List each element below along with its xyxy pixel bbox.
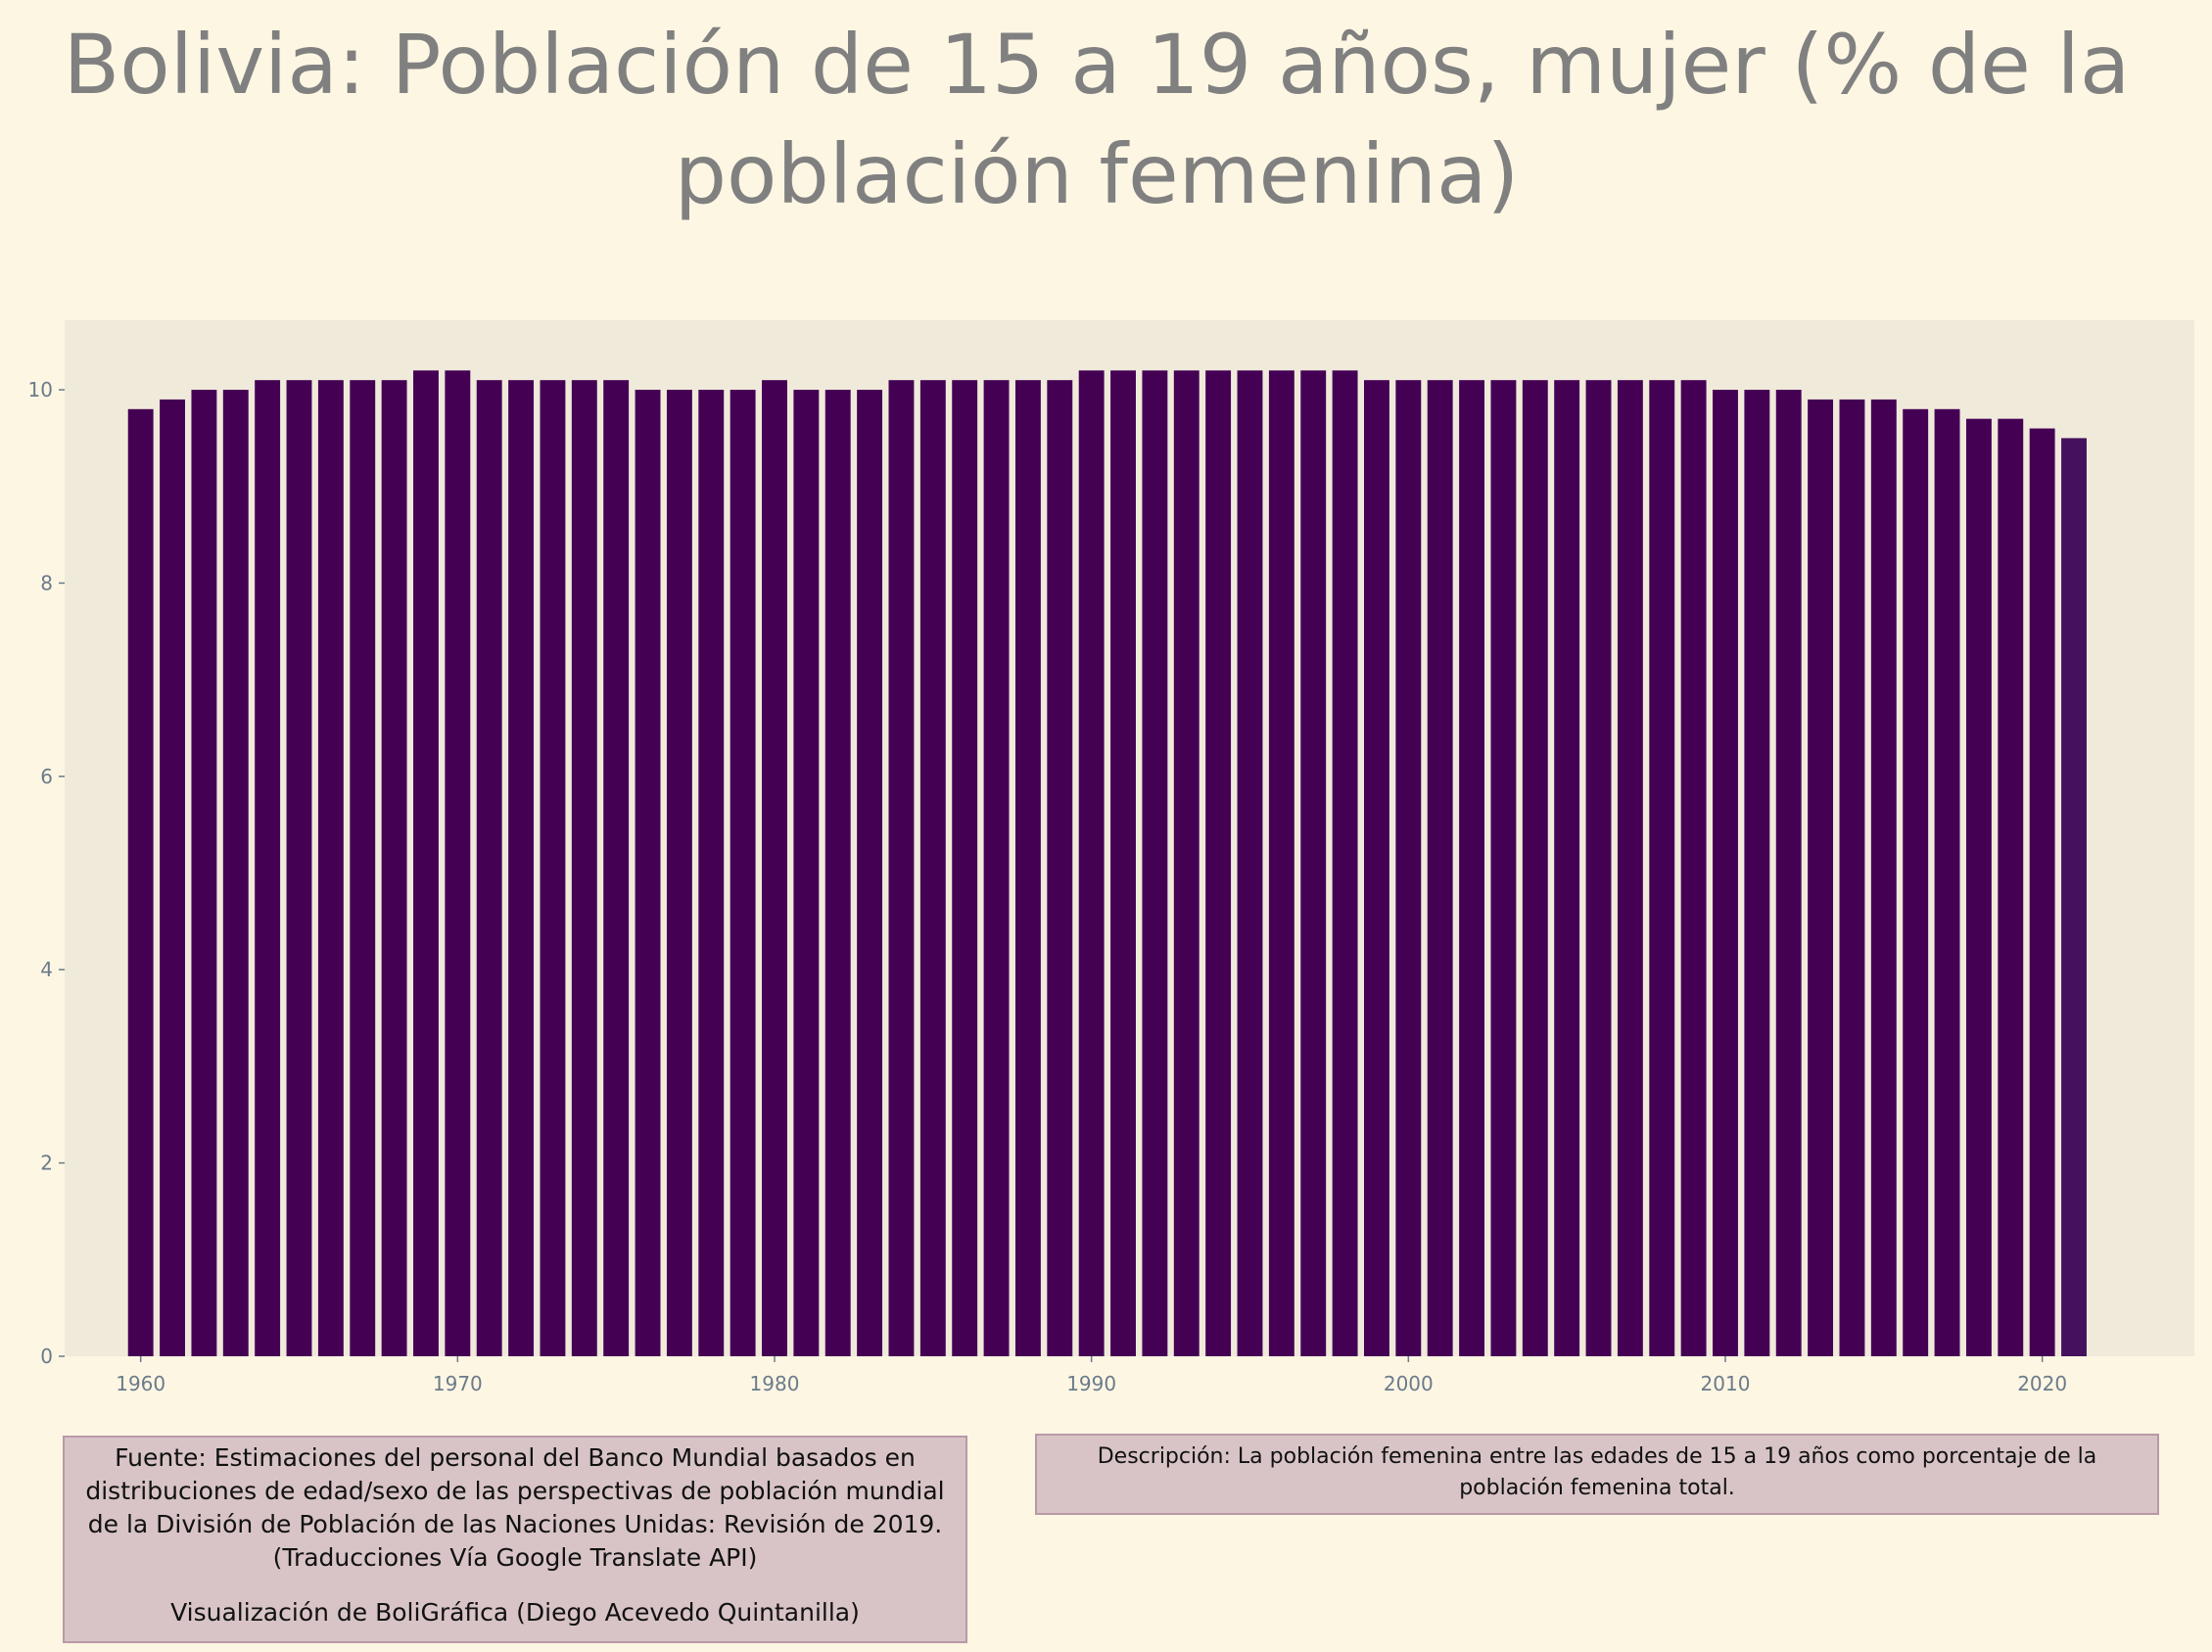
bar-2013 (1808, 399, 1834, 1357)
x-tick-label: 1960 (116, 1372, 165, 1395)
bar-chart: 0 2 4 6 8 10 1960 1970 1980 1990 2000 2010 2020 (28, 320, 2194, 1395)
bar-1986 (952, 380, 978, 1356)
bar-1971 (476, 380, 502, 1356)
y-tick-label: 6 (40, 765, 53, 788)
bar-2012 (1775, 390, 1802, 1356)
bar-2005 (1554, 380, 1580, 1356)
bar-1997 (1300, 370, 1327, 1356)
bar-1988 (1014, 380, 1041, 1356)
bar-1989 (1047, 380, 1073, 1356)
bar-2017 (1934, 408, 1960, 1357)
bar-2016 (1903, 408, 1929, 1357)
bar-1974 (571, 380, 597, 1356)
bar-2014 (1839, 399, 1865, 1357)
bar-1981 (793, 390, 820, 1356)
bar-1972 (508, 380, 535, 1356)
bar-1966 (317, 380, 344, 1356)
bar-2018 (1965, 418, 1992, 1356)
bar-1994 (1205, 370, 1232, 1356)
y-tick-label: 2 (40, 1152, 53, 1175)
bar-1968 (381, 380, 407, 1356)
x-axis: 1960 1970 1980 1990 2000 2010 2020 (116, 1356, 2067, 1395)
bar-2010 (1713, 390, 1738, 1356)
description-note: Descripción: La población femenina entre… (1035, 1434, 2159, 1515)
bar-1984 (888, 380, 915, 1356)
bar-2015 (1870, 399, 1897, 1357)
x-tick-label: 2000 (1384, 1372, 1434, 1395)
bar-1991 (1110, 370, 1136, 1356)
bar-1992 (1142, 370, 1168, 1356)
x-tick-label: 1980 (750, 1372, 800, 1395)
x-tick-label: 1970 (433, 1372, 483, 1395)
bar-2003 (1490, 380, 1517, 1356)
bar-1996 (1268, 370, 1294, 1356)
x-tick-label: 1990 (1066, 1372, 1116, 1395)
bar-2021 (2061, 438, 2087, 1356)
bar-2000 (1395, 380, 1422, 1356)
bar-2006 (1585, 380, 1612, 1356)
bar-1961 (160, 399, 185, 1357)
bar-2009 (1680, 380, 1707, 1356)
bar-1973 (540, 380, 566, 1356)
bar-1978 (698, 390, 725, 1356)
bar-1979 (729, 390, 756, 1356)
bar-1999 (1364, 380, 1389, 1356)
bar-2020 (2029, 428, 2055, 1356)
bar-1995 (1237, 370, 1263, 1356)
bar-2008 (1649, 380, 1675, 1356)
bar-1977 (666, 390, 692, 1356)
y-axis: 0 2 4 6 8 10 (28, 378, 65, 1368)
bar-1993 (1173, 370, 1200, 1356)
bars-group (127, 370, 2087, 1357)
bar-1998 (1332, 370, 1358, 1356)
description-text: Descripción: La población femenina entre… (1097, 1444, 2097, 1500)
bar-1962 (191, 390, 217, 1356)
y-tick-label: 10 (28, 378, 53, 401)
bar-1980 (762, 380, 787, 1356)
chart-title: Bolivia: Población de 15 a 19 años, muje… (63, 17, 2131, 222)
bar-1964 (255, 380, 281, 1356)
bar-2002 (1459, 380, 1484, 1356)
bar-2004 (1522, 380, 1548, 1356)
bar-1967 (350, 380, 376, 1356)
x-tick-label: 2020 (2017, 1372, 2067, 1395)
bar-1965 (286, 380, 312, 1356)
bar-1970 (445, 370, 471, 1356)
y-tick-label: 4 (40, 958, 53, 981)
y-tick-label: 8 (40, 571, 53, 594)
bar-2011 (1744, 390, 1770, 1356)
source-note: Fuente: Estimaciones del personal del Ba… (63, 1436, 967, 1643)
bar-1976 (635, 390, 661, 1356)
x-tick-label: 2010 (1701, 1372, 1751, 1395)
bar-1963 (222, 390, 249, 1356)
credit-text: Visualización de BoliGráfica (Diego Acev… (170, 1598, 860, 1627)
bar-2019 (1998, 418, 2024, 1356)
source-text: Fuente: Estimaciones del personal del Ba… (85, 1443, 945, 1572)
bar-2001 (1427, 380, 1453, 1356)
bar-1960 (127, 408, 154, 1357)
bar-1990 (1078, 370, 1105, 1356)
bar-1969 (413, 370, 439, 1356)
bar-2007 (1617, 380, 1643, 1356)
bar-1987 (983, 380, 1010, 1356)
bar-1983 (857, 390, 883, 1356)
bar-1985 (919, 380, 946, 1356)
y-tick-label: 0 (40, 1345, 53, 1368)
bar-1975 (603, 380, 630, 1356)
bar-1982 (824, 390, 851, 1356)
